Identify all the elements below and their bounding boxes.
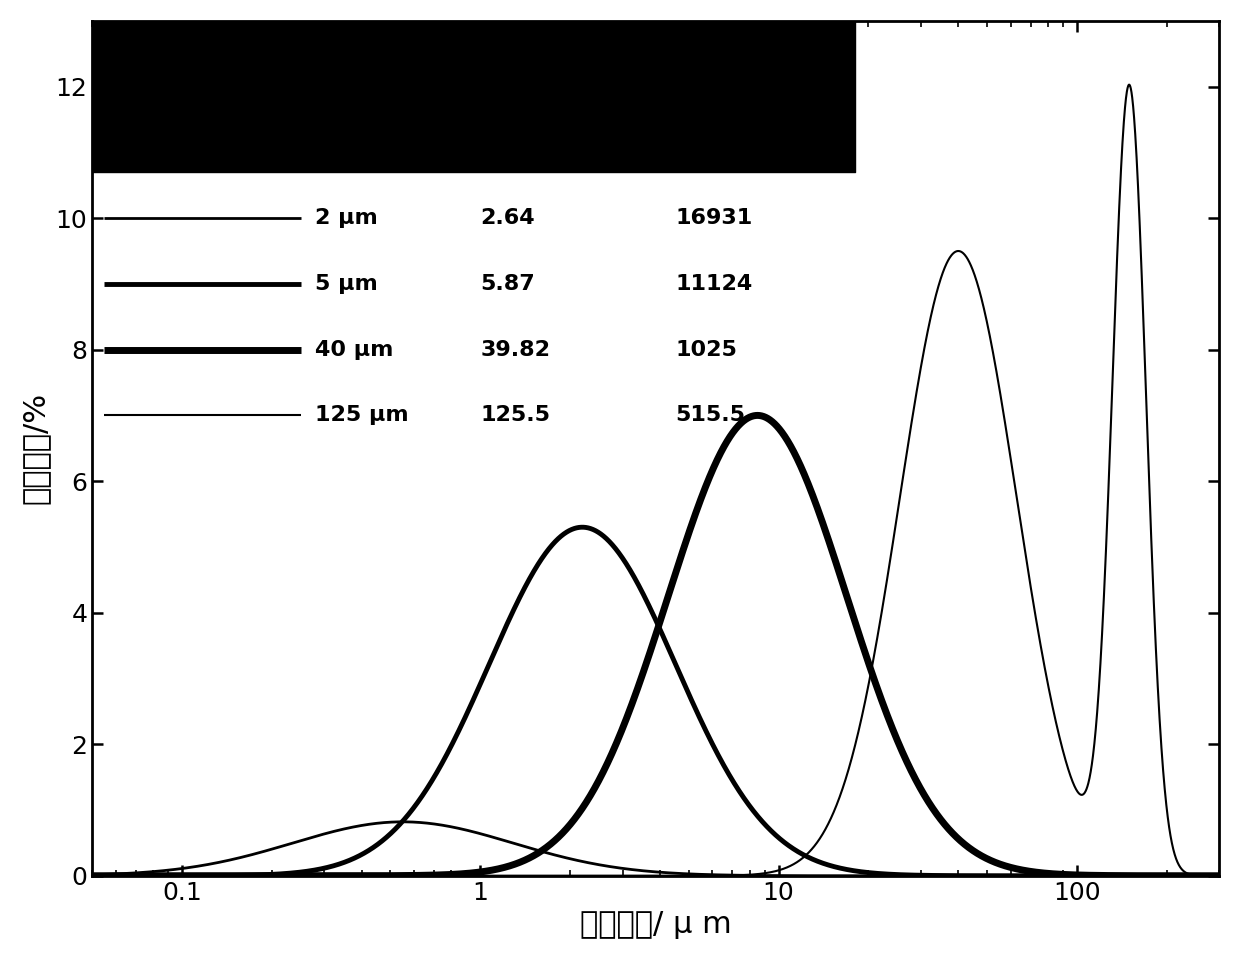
Text: 40 μm: 40 μm <box>315 340 393 360</box>
Text: 16931: 16931 <box>675 208 753 228</box>
Text: 5.87: 5.87 <box>480 274 534 294</box>
Text: 1025: 1025 <box>675 340 737 360</box>
Text: 39.82: 39.82 <box>480 340 551 360</box>
Text: 2 μm: 2 μm <box>315 208 378 228</box>
X-axis label: 颗粒粒径/ μ m: 颗粒粒径/ μ m <box>580 910 732 939</box>
Text: 125 μm: 125 μm <box>315 405 409 425</box>
Y-axis label: 体积比率/%: 体积比率/% <box>21 393 50 504</box>
Text: 5 μm: 5 μm <box>315 274 378 294</box>
Text: 11124: 11124 <box>675 274 753 294</box>
Text: 125.5: 125.5 <box>480 405 551 425</box>
Text: 515.5: 515.5 <box>675 405 745 425</box>
Text: 2.64: 2.64 <box>480 208 534 228</box>
